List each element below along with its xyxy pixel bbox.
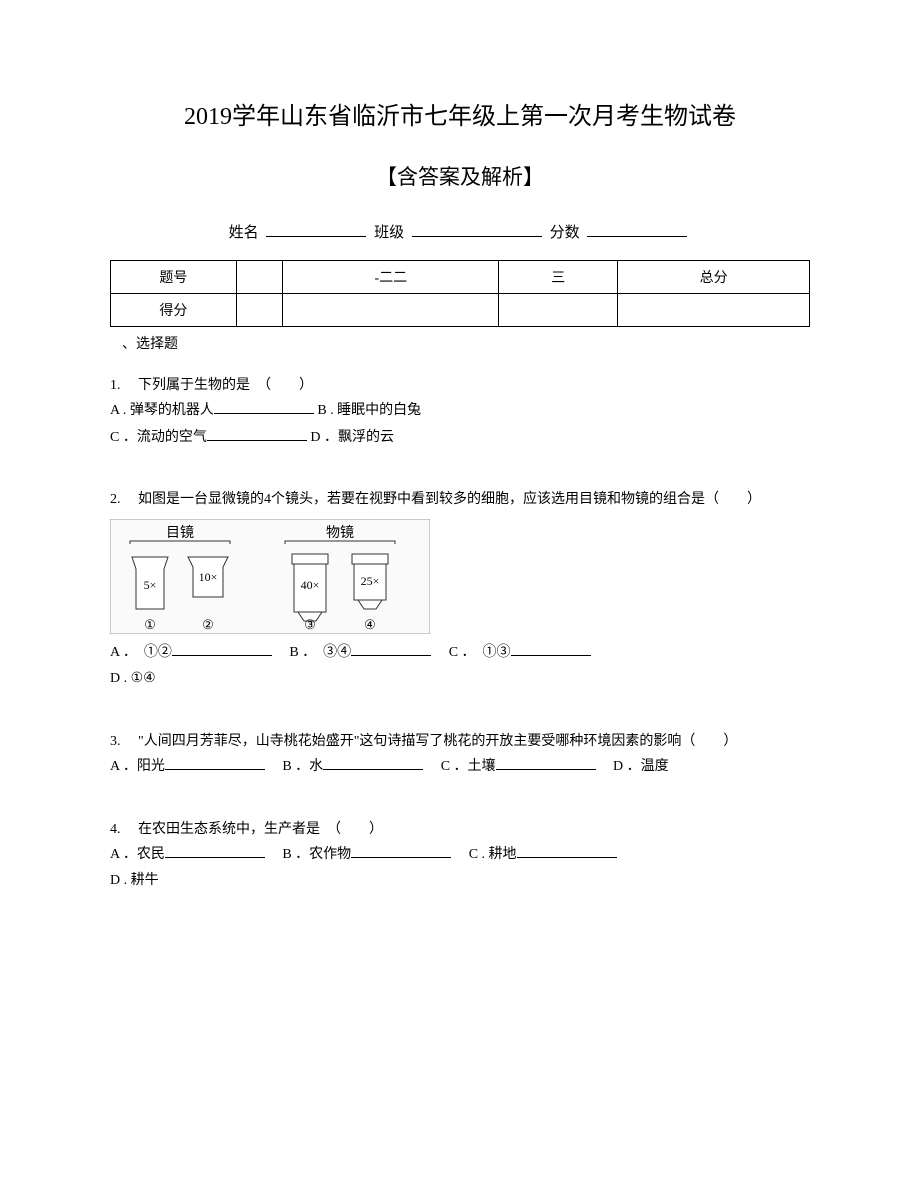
header-cell: 三: [499, 261, 618, 294]
microscope-figure: 目镜 物镜 5× 10×: [110, 519, 810, 634]
objective-label: 物镜: [326, 525, 354, 541]
table-header-row: 题号 -二二 三 总分: [111, 261, 810, 294]
eyepiece-label: 目镜: [166, 525, 194, 541]
question-2: 2. 如图是一台显微镜的4个镜头，若要在视野中看到较多的细胞，应该选用目镜和物镜…: [110, 487, 810, 692]
header-cell: 总分: [618, 261, 810, 294]
row-label: 得分: [111, 294, 237, 327]
lens-2: 10×: [188, 557, 228, 597]
option-a: A ．农民: [110, 847, 165, 862]
answer-blank[interactable]: [207, 426, 307, 441]
microscope-svg: 目镜 物镜 5× 10×: [110, 519, 430, 634]
answer-blank[interactable]: [165, 755, 265, 770]
name-label: 姓名: [229, 225, 259, 241]
question-3: 3. "人间四月芳菲尽，山寺桃花始盛开"这句诗描写了桃花的开放主要受哪种环境因素…: [110, 729, 810, 781]
answer-blank[interactable]: [517, 843, 617, 858]
option-d: D . 耕牛: [110, 873, 159, 888]
question-stem: "人间四月芳菲尽，山寺桃花始盛开"这句诗描写了桃花的开放主要受哪种环境因素的影响…: [138, 734, 737, 749]
name-blank[interactable]: [266, 221, 366, 237]
options-line-1: A . 弹琴的机器人 B . 睡眠中的白兔: [110, 398, 810, 425]
question-number: 1.: [110, 378, 121, 393]
option-a: A ． ①②: [110, 645, 172, 660]
question-1: 1. 下列属于生物的是 （ ） A . 弹琴的机器人 B . 睡眠中的白兔 C …: [110, 373, 810, 451]
score-cell[interactable]: [618, 294, 810, 327]
lens-4-label: 25×: [361, 574, 380, 588]
question-stem: 下列属于生物的是 （ ）: [138, 378, 313, 393]
lens-1: 5×: [132, 557, 168, 609]
class-label: 班级: [374, 225, 404, 241]
score-blank[interactable]: [587, 221, 687, 237]
header-cell: -二二: [283, 261, 499, 294]
lens-num-4: ④: [364, 617, 376, 632]
class-blank[interactable]: [412, 221, 542, 237]
score-table: 题号 -二二 三 总分 得分: [110, 260, 810, 327]
option-d: D . ①④: [110, 671, 156, 686]
lens-1-label: 5×: [144, 578, 157, 592]
question-text: 3. "人间四月芳菲尽，山寺桃花始盛开"这句诗描写了桃花的开放主要受哪种环境因素…: [110, 729, 810, 754]
score-cell[interactable]: [283, 294, 499, 327]
question-4: 4. 在农田生态系统中，生产者是 （ ） A ．农民 B ．农作物 C . 耕地…: [110, 817, 810, 895]
options-line-2: D . ①④: [110, 666, 810, 693]
lens-num-1: ①: [144, 617, 156, 632]
options-line-2: D . 耕牛: [110, 868, 810, 895]
lens-3: 40×: [292, 554, 328, 621]
question-text: 4. 在农田生态系统中，生产者是 （ ）: [110, 817, 810, 842]
option-d: D ．飘浮的云: [310, 430, 394, 445]
option-b: B ．水: [282, 759, 323, 774]
answer-blank[interactable]: [165, 843, 265, 858]
answer-blank[interactable]: [323, 755, 423, 770]
lens-num-3: ③: [304, 617, 316, 632]
main-title: 2019学年山东省临沂市七年级上第一次月考生物试卷: [110, 96, 810, 131]
answer-blank[interactable]: [511, 641, 591, 656]
option-c: C ．流动的空气: [110, 430, 207, 445]
answer-blank[interactable]: [496, 755, 596, 770]
option-a: A . 弹琴的机器人: [110, 403, 214, 418]
question-number: 3.: [110, 734, 121, 749]
question-stem: 如图是一台显微镜的4个镜头，若要在视野中看到较多的细胞，应该选用目镜和物镜的组合…: [138, 492, 761, 507]
question-stem: 在农田生态系统中，生产者是 （ ）: [138, 822, 383, 837]
option-a: A ．阳光: [110, 759, 165, 774]
option-b: B ．农作物: [282, 847, 351, 862]
score-label: 分数: [550, 225, 580, 241]
lens-2-label: 10×: [199, 570, 218, 584]
header-cell: [236, 261, 283, 294]
option-d: D ．温度: [613, 759, 669, 774]
options-line: A ．阳光 B ．水 C ．土壤 D ．温度: [110, 754, 810, 781]
lens-num-2: ②: [202, 617, 214, 632]
answer-blank[interactable]: [172, 641, 272, 656]
options-line-1: A ． ①② B ． ③④ C ． ①③: [110, 640, 810, 667]
option-c: C . 耕地: [469, 847, 517, 862]
answer-blank[interactable]: [351, 843, 451, 858]
question-number: 4.: [110, 822, 121, 837]
question-number: 2.: [110, 492, 121, 507]
question-text: 1. 下列属于生物的是 （ ）: [110, 373, 810, 398]
answer-blank[interactable]: [351, 641, 431, 656]
lens-3-label: 40×: [301, 578, 320, 592]
options-line-1: A ．农民 B ．农作物 C . 耕地: [110, 842, 810, 869]
student-info-row: 姓名 班级 分数: [110, 221, 810, 242]
score-cell[interactable]: [499, 294, 618, 327]
option-c: C ．土壤: [441, 759, 496, 774]
score-cell[interactable]: [236, 294, 283, 327]
header-cell: 题号: [111, 261, 237, 294]
option-c: C ． ①③: [449, 645, 511, 660]
subtitle: 【含答案及解析】: [110, 161, 810, 191]
section-label: 、选择题: [122, 333, 810, 353]
option-b: B ． ③④: [289, 645, 351, 660]
table-score-row: 得分: [111, 294, 810, 327]
page-container: 2019学年山东省临沂市七年级上第一次月考生物试卷 【含答案及解析】 姓名 班级…: [0, 0, 920, 971]
option-b: B . 睡眠中的白兔: [317, 403, 421, 418]
answer-blank[interactable]: [214, 399, 314, 414]
question-text: 2. 如图是一台显微镜的4个镜头，若要在视野中看到较多的细胞，应该选用目镜和物镜…: [110, 487, 810, 512]
options-line-2: C ．流动的空气 D ．飘浮的云: [110, 425, 810, 452]
